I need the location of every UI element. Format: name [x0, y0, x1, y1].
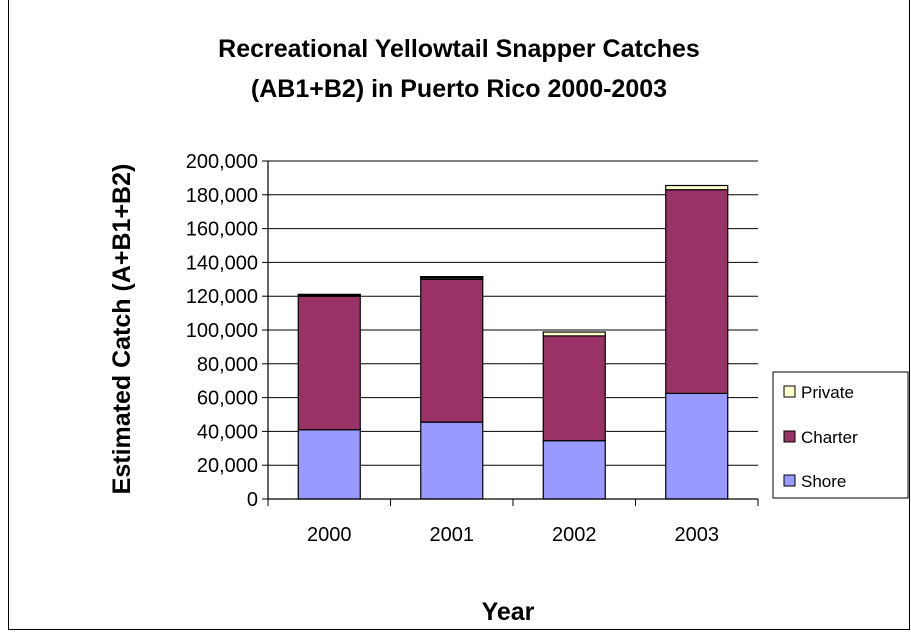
- bar-segment-other-2001: [420, 275, 484, 279]
- legend: Private Charter Shore: [772, 371, 909, 499]
- bar-segment-shore-2000: [297, 429, 361, 500]
- y-tick-label: 120,000: [186, 286, 258, 308]
- y-tick-label: 140,000: [186, 252, 258, 274]
- legend-swatch-charter: [783, 430, 796, 443]
- legend-label-shore: Shore: [801, 472, 846, 491]
- bar-segment-shore-2001: [420, 421, 484, 500]
- bar-segment-private-2003: [665, 184, 729, 191]
- y-tick-label: 100,000: [186, 320, 258, 342]
- bar-segment-other-2000: [297, 293, 361, 296]
- y-tick-label: 0: [247, 489, 258, 511]
- x-tick-label: 2000: [307, 524, 352, 546]
- y-tick-label: 60,000: [197, 388, 258, 410]
- x-tick-label: 2003: [675, 524, 720, 546]
- legend-label-charter: Charter: [801, 428, 858, 447]
- bar-segment-charter-2002: [542, 335, 606, 442]
- axes: [267, 161, 759, 506]
- chart-title: Recreational Yellowtail Snapper Catches …: [218, 35, 700, 103]
- y-tick-label: 200,000: [186, 151, 258, 173]
- bar-segment-charter-2000: [297, 295, 361, 431]
- y-tick-label: 80,000: [197, 354, 258, 376]
- x-tick-labels: 2000 2001 2002 2003: [307, 524, 719, 546]
- y-tick-labels: 0 20,000 40,000 60,000 80,000 100,000 120,000 1…: [186, 151, 258, 511]
- legend-swatch-private: [783, 385, 796, 398]
- chart-title-line-1: Recreational Yellowtail Snapper Catches: [218, 35, 700, 63]
- y-tick-label: 180,000: [186, 185, 258, 207]
- legend-swatch-shore: [783, 474, 796, 487]
- legend-label-private: Private: [801, 383, 854, 402]
- bar-segment-shore-2002: [542, 440, 606, 500]
- bar-segment-charter-2001: [420, 278, 484, 423]
- bar-segment-private-2002: [542, 331, 606, 337]
- x-tick-label: 2002: [552, 524, 597, 546]
- bar-segment-charter-2003: [665, 189, 729, 394]
- bar-segment-shore-2003: [665, 392, 729, 500]
- y-tick-label: 160,000: [186, 219, 258, 241]
- y-tick-label: 40,000: [197, 421, 258, 443]
- y-axis-title: Estimated Catch (A+B1+B2): [108, 164, 136, 495]
- x-axis-title: Year: [482, 598, 535, 626]
- bars: [297, 184, 729, 500]
- chart-title-line-2: (AB1+B2) in Puerto Rico 2000-2003: [251, 75, 667, 103]
- y-tick-label: 20,000: [197, 455, 258, 477]
- x-tick-label: 2001: [430, 524, 475, 546]
